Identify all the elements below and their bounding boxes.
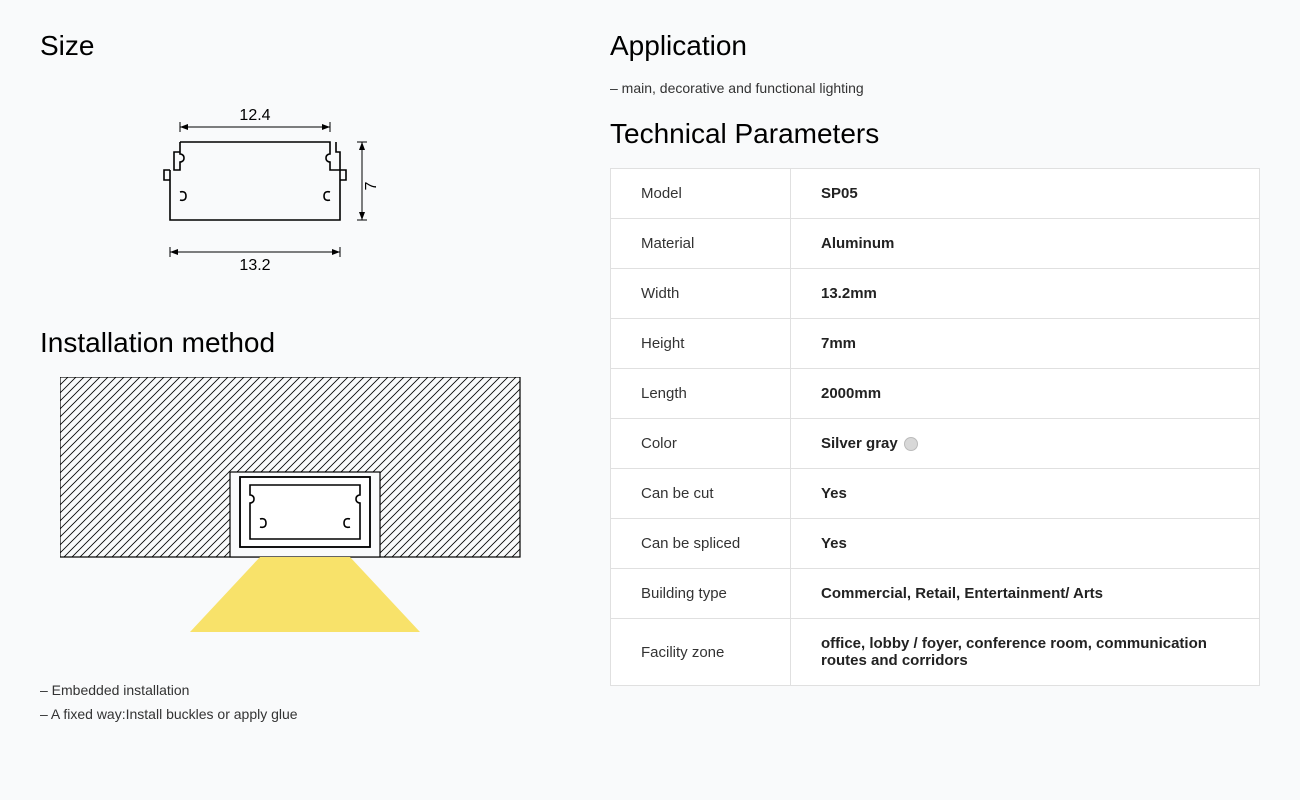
table-row: Facility zoneoffice, lobby / foyer, conf…	[611, 619, 1260, 686]
dim-height-text: 7	[363, 181, 380, 190]
param-label: Width	[611, 269, 791, 319]
param-value: Aluminum	[791, 219, 1260, 269]
param-label: Can be cut	[611, 469, 791, 519]
param-value: 2000mm	[791, 369, 1260, 419]
table-row: ColorSilver gray	[611, 419, 1260, 469]
param-value: 7mm	[791, 319, 1260, 369]
param-value: office, lobby / foyer, conference room, …	[791, 619, 1260, 686]
dim-bottom-text: 13.2	[239, 257, 270, 274]
param-label: Model	[611, 169, 791, 219]
size-diagram: 12.4 7	[140, 102, 550, 287]
param-label: Color	[611, 419, 791, 469]
table-row: ModelSP05	[611, 169, 1260, 219]
size-heading: Size	[40, 30, 550, 62]
technical-heading: Technical Parameters	[610, 118, 1260, 150]
table-row: MaterialAluminum	[611, 219, 1260, 269]
param-value: Silver gray	[791, 419, 1260, 469]
param-value: SP05	[791, 169, 1260, 219]
param-label: Building type	[611, 569, 791, 619]
param-value: Commercial, Retail, Entertainment/ Arts	[791, 569, 1260, 619]
param-value: Yes	[791, 469, 1260, 519]
table-row: Building typeCommercial, Retail, Enterta…	[611, 569, 1260, 619]
installation-diagram	[60, 377, 550, 642]
table-row: Height7mm	[611, 319, 1260, 369]
param-label: Can be spliced	[611, 519, 791, 569]
install-note-1: – A fixed way:Install buckles or apply g…	[40, 706, 550, 722]
install-note-0: – Embedded installation	[40, 682, 550, 698]
table-row: Width13.2mm	[611, 269, 1260, 319]
application-heading: Application	[610, 30, 1260, 62]
right-column: Application – main, decorative and funct…	[610, 30, 1260, 730]
table-row: Can be splicedYes	[611, 519, 1260, 569]
param-label: Height	[611, 319, 791, 369]
table-row: Can be cutYes	[611, 469, 1260, 519]
param-value: Yes	[791, 519, 1260, 569]
param-label: Facility zone	[611, 619, 791, 686]
installation-heading: Installation method	[40, 327, 550, 359]
dim-top-text: 12.4	[239, 107, 270, 124]
color-swatch	[904, 437, 918, 451]
param-value: 13.2mm	[791, 269, 1260, 319]
param-label: Material	[611, 219, 791, 269]
technical-table: ModelSP05MaterialAluminumWidth13.2mmHeig…	[610, 168, 1260, 686]
application-note: – main, decorative and functional lighti…	[610, 80, 1260, 96]
param-label: Length	[611, 369, 791, 419]
table-row: Length2000mm	[611, 369, 1260, 419]
left-column: Size 12.4	[40, 30, 550, 730]
